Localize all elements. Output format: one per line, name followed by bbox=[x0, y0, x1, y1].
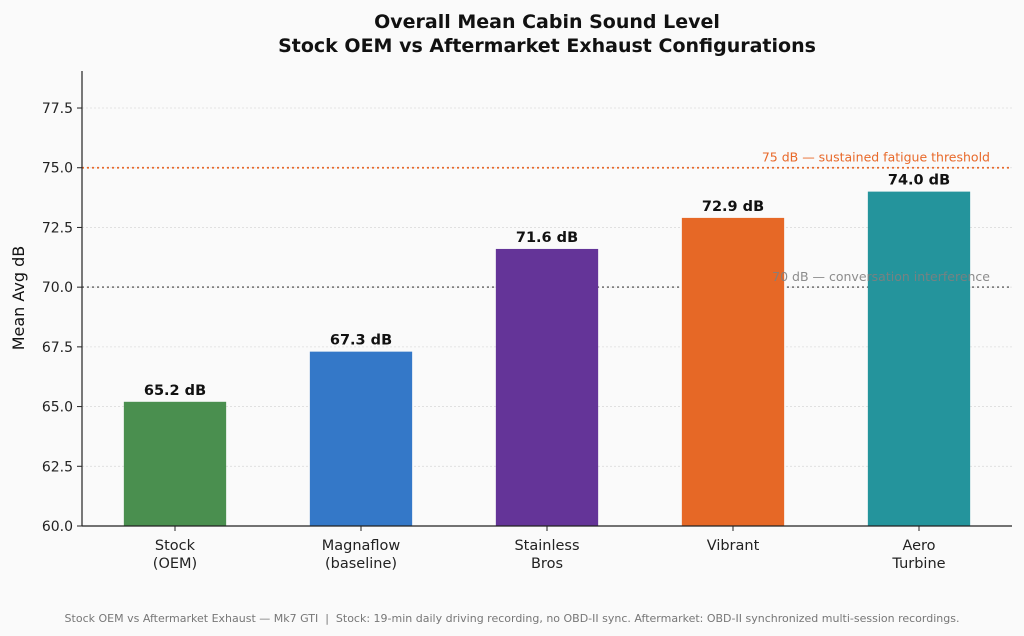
y-tick-label: 70.0 bbox=[42, 280, 73, 296]
bar bbox=[495, 248, 599, 526]
y-tick-label: 60.0 bbox=[42, 519, 73, 535]
y-tick-label: 72.5 bbox=[42, 220, 73, 236]
reference-line-label: 75 dB — sustained fatigue threshold bbox=[762, 150, 990, 165]
footer-note: Stock OEM vs Aftermarket Exhaust — Mk7 G… bbox=[65, 612, 960, 625]
bar-value-label: 74.0 dB bbox=[888, 173, 950, 189]
y-tick-label: 65.0 bbox=[42, 400, 73, 416]
x-tick-label: Turbine bbox=[891, 556, 945, 572]
x-tick-label: (OEM) bbox=[153, 556, 197, 572]
bar bbox=[309, 351, 413, 526]
bar-value-label: 71.6 dB bbox=[516, 230, 578, 246]
bar bbox=[681, 217, 785, 526]
chart-subtitle: Stock OEM vs Aftermarket Exhaust Configu… bbox=[278, 35, 816, 57]
reference-line-label: 70 dB — conversation interference bbox=[772, 269, 990, 284]
y-axis-label: Mean Avg dB bbox=[9, 246, 28, 351]
x-tick-label: Stock bbox=[155, 538, 196, 554]
x-tick-label: Magnaflow bbox=[322, 538, 401, 554]
y-tick-label: 62.5 bbox=[42, 459, 73, 475]
x-tick-label: Vibrant bbox=[707, 538, 760, 554]
bar-value-label: 67.3 dB bbox=[330, 333, 392, 349]
x-tick-label: (baseline) bbox=[325, 556, 397, 572]
y-tick-label: 67.5 bbox=[42, 340, 73, 356]
bar bbox=[867, 191, 971, 526]
chart-title: Overall Mean Cabin Sound Level bbox=[374, 11, 720, 33]
y-tick-label: 75.0 bbox=[42, 161, 73, 177]
x-tick-label: Aero bbox=[902, 538, 935, 554]
bar-value-label: 65.2 dB bbox=[144, 383, 206, 399]
x-tick-label: Bros bbox=[531, 556, 563, 572]
bar bbox=[123, 401, 227, 526]
x-tick-label: Stainless bbox=[514, 538, 579, 554]
y-tick-label: 77.5 bbox=[42, 101, 73, 117]
bar-value-label: 72.9 dB bbox=[702, 199, 764, 215]
